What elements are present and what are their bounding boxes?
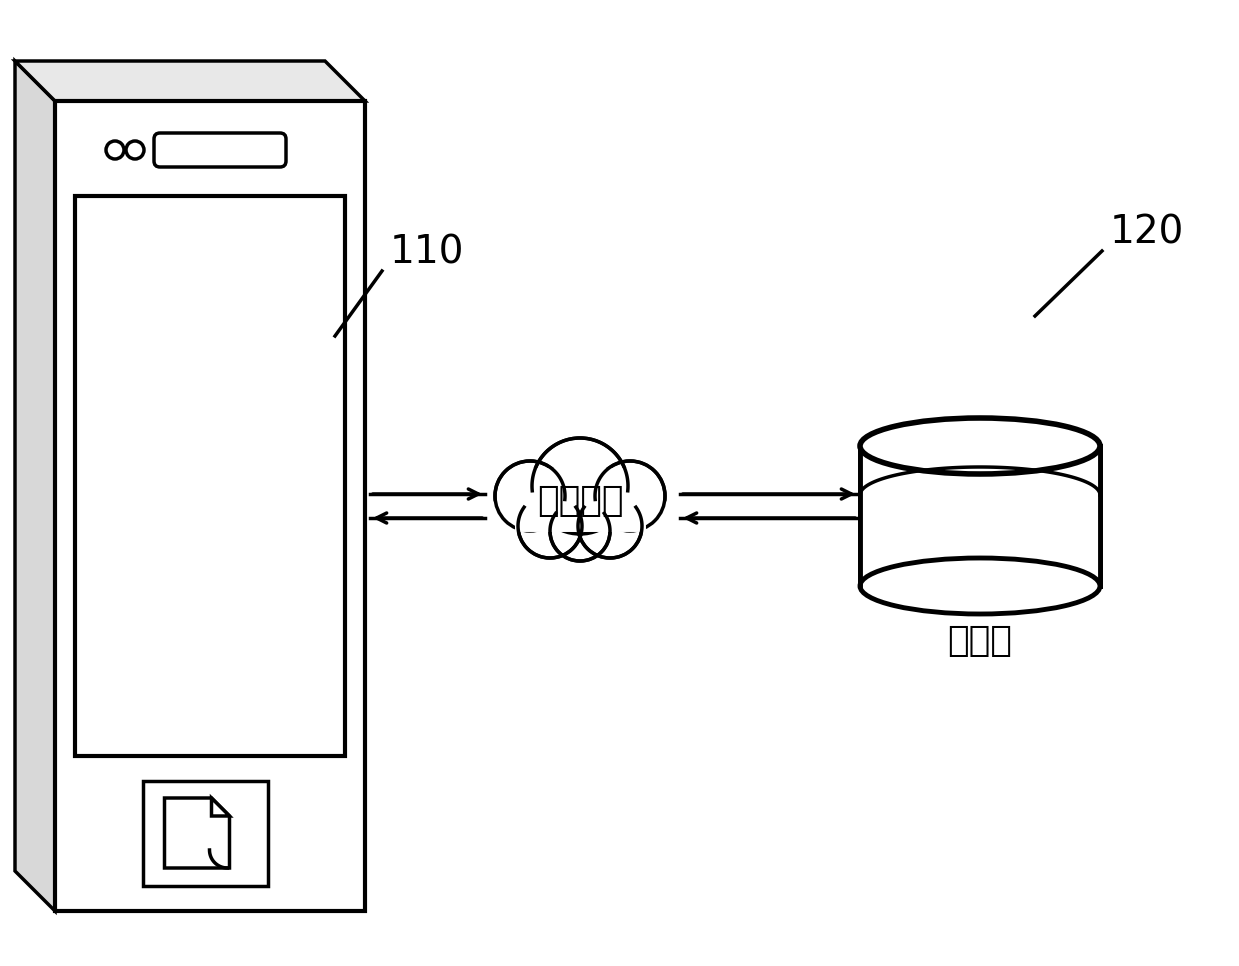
Polygon shape <box>15 61 55 911</box>
Circle shape <box>532 438 628 534</box>
Text: 网络连接: 网络连接 <box>536 484 623 518</box>
FancyBboxPatch shape <box>154 133 286 167</box>
Circle shape <box>595 461 665 531</box>
Circle shape <box>496 461 565 531</box>
Polygon shape <box>55 101 366 911</box>
Polygon shape <box>142 781 268 886</box>
Polygon shape <box>76 196 344 756</box>
Ellipse shape <box>860 558 1100 614</box>
Text: 数据库: 数据库 <box>948 624 1012 658</box>
Circle shape <box>579 494 642 558</box>
Circle shape <box>107 141 124 159</box>
Polygon shape <box>860 446 1100 586</box>
Ellipse shape <box>860 418 1100 474</box>
Text: 120: 120 <box>1110 213 1184 251</box>
Polygon shape <box>15 61 366 101</box>
Polygon shape <box>212 798 229 816</box>
Circle shape <box>126 141 144 159</box>
Polygon shape <box>515 468 646 528</box>
Text: 110: 110 <box>390 233 465 271</box>
Circle shape <box>518 494 582 558</box>
Circle shape <box>550 501 610 561</box>
